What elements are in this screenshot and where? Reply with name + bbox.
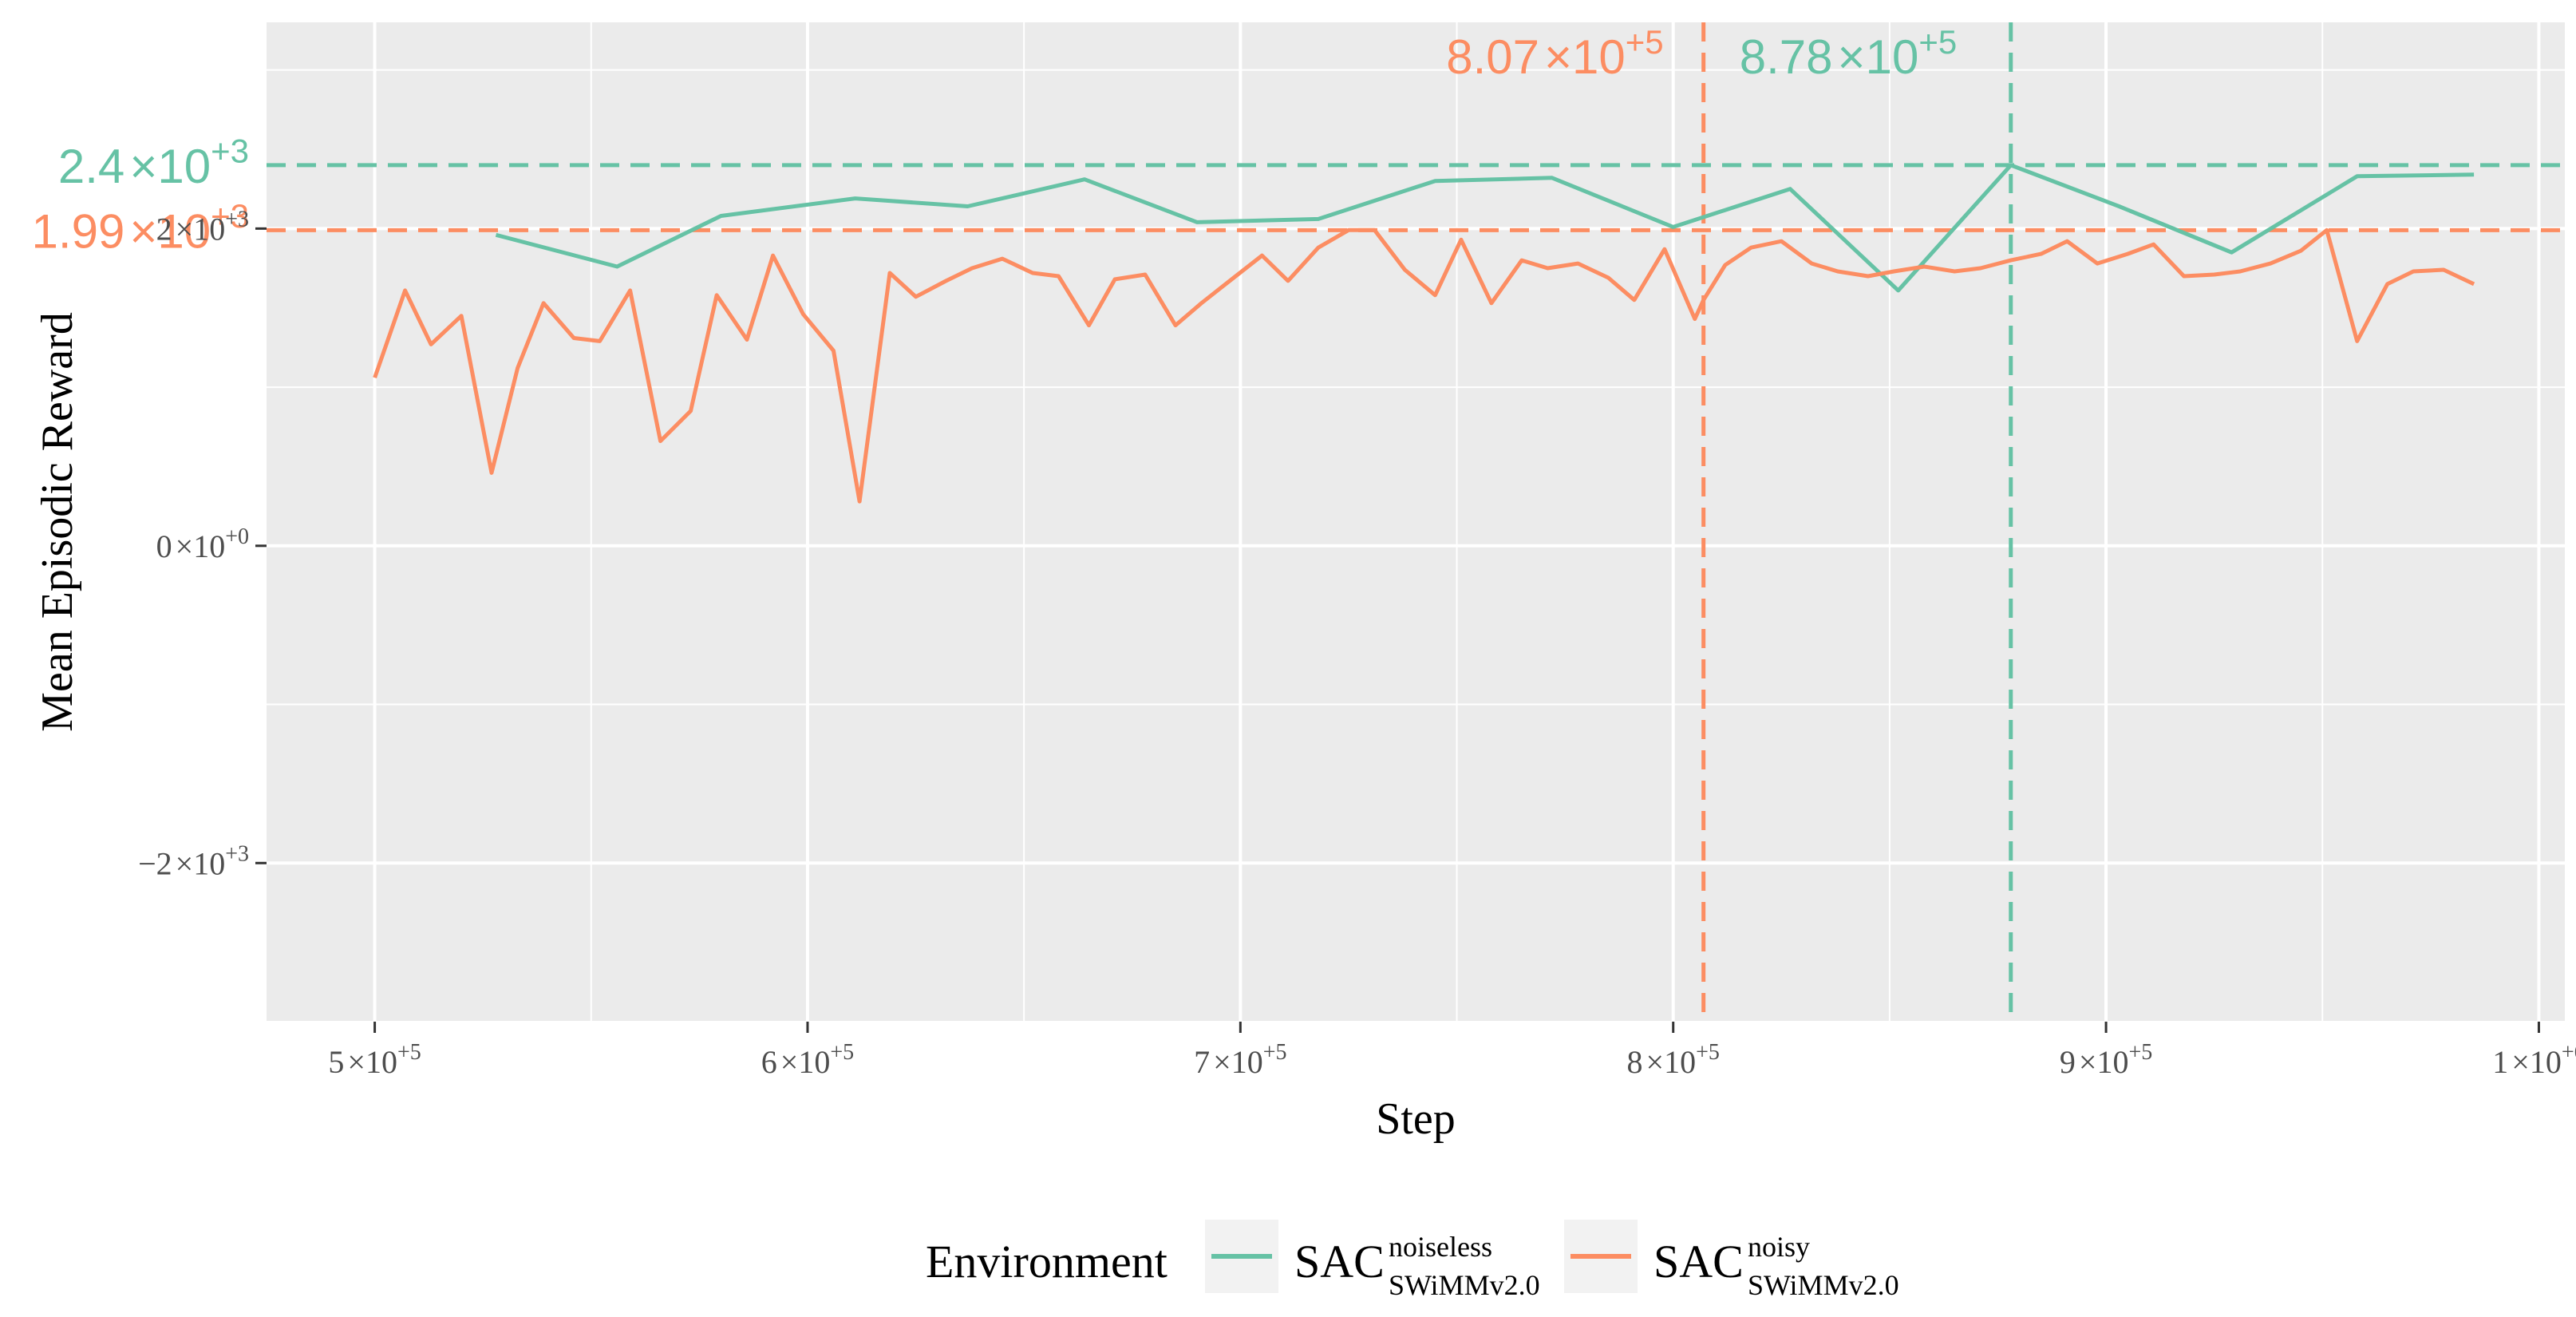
- x-tick-label: 1×10+6: [2492, 1040, 2576, 1080]
- reference-label-y: 1.99 ×10+3: [32, 197, 249, 258]
- legend-title: Environment: [926, 1236, 1167, 1287]
- grid-major: [267, 22, 2565, 1022]
- y-axis-title: Mean Episodic Reward: [33, 312, 82, 732]
- reference-labels: 2.4 ×10+31.99 ×10+3 8.07 ×10+5 8.78 ×10+5: [32, 23, 1958, 259]
- axes: 5×10+5 6×10+5 7×10+5 8×10+5 9×10+5 1×10+6 −2×1…: [138, 208, 2576, 1080]
- legend: Environment SAC noiseless SWiMMv2.0 SAC nois…: [926, 1220, 1899, 1301]
- y-tick-label: 2 ×10+3: [156, 208, 249, 247]
- series-lines: [373, 163, 2475, 504]
- x-tick-label: 5 ×10+5: [328, 1040, 421, 1080]
- panel-background: [267, 22, 2565, 1022]
- x-axis-title: Step: [1376, 1094, 1456, 1144]
- series-line-2: [373, 227, 2475, 504]
- legend-label-2: SAC noisy SWiMMv2.0: [1653, 1231, 1899, 1301]
- legend-label-1: SAC noiseless SWiMMv2.0: [1294, 1231, 1540, 1301]
- grid-minor: [267, 22, 2565, 1022]
- series-line-1: [495, 163, 2475, 293]
- reference-label-y: 2.4 ×10+3: [58, 132, 249, 193]
- reference-label-x: 8.07 ×10+5: [1446, 23, 1663, 84]
- x-tick-label: 7 ×10+5: [1194, 1040, 1286, 1080]
- x-tick-label: 9 ×10+5: [2060, 1040, 2152, 1080]
- y-tick-label: 0 ×10+0: [156, 524, 249, 564]
- x-tick-label: 8 ×10+5: [1627, 1040, 1720, 1080]
- x-tick-label: 6×10+5: [761, 1040, 854, 1080]
- y-tick-label: −2 ×10+3: [138, 841, 249, 881]
- reference-label-x: 8.78 ×10+5: [1740, 23, 1957, 84]
